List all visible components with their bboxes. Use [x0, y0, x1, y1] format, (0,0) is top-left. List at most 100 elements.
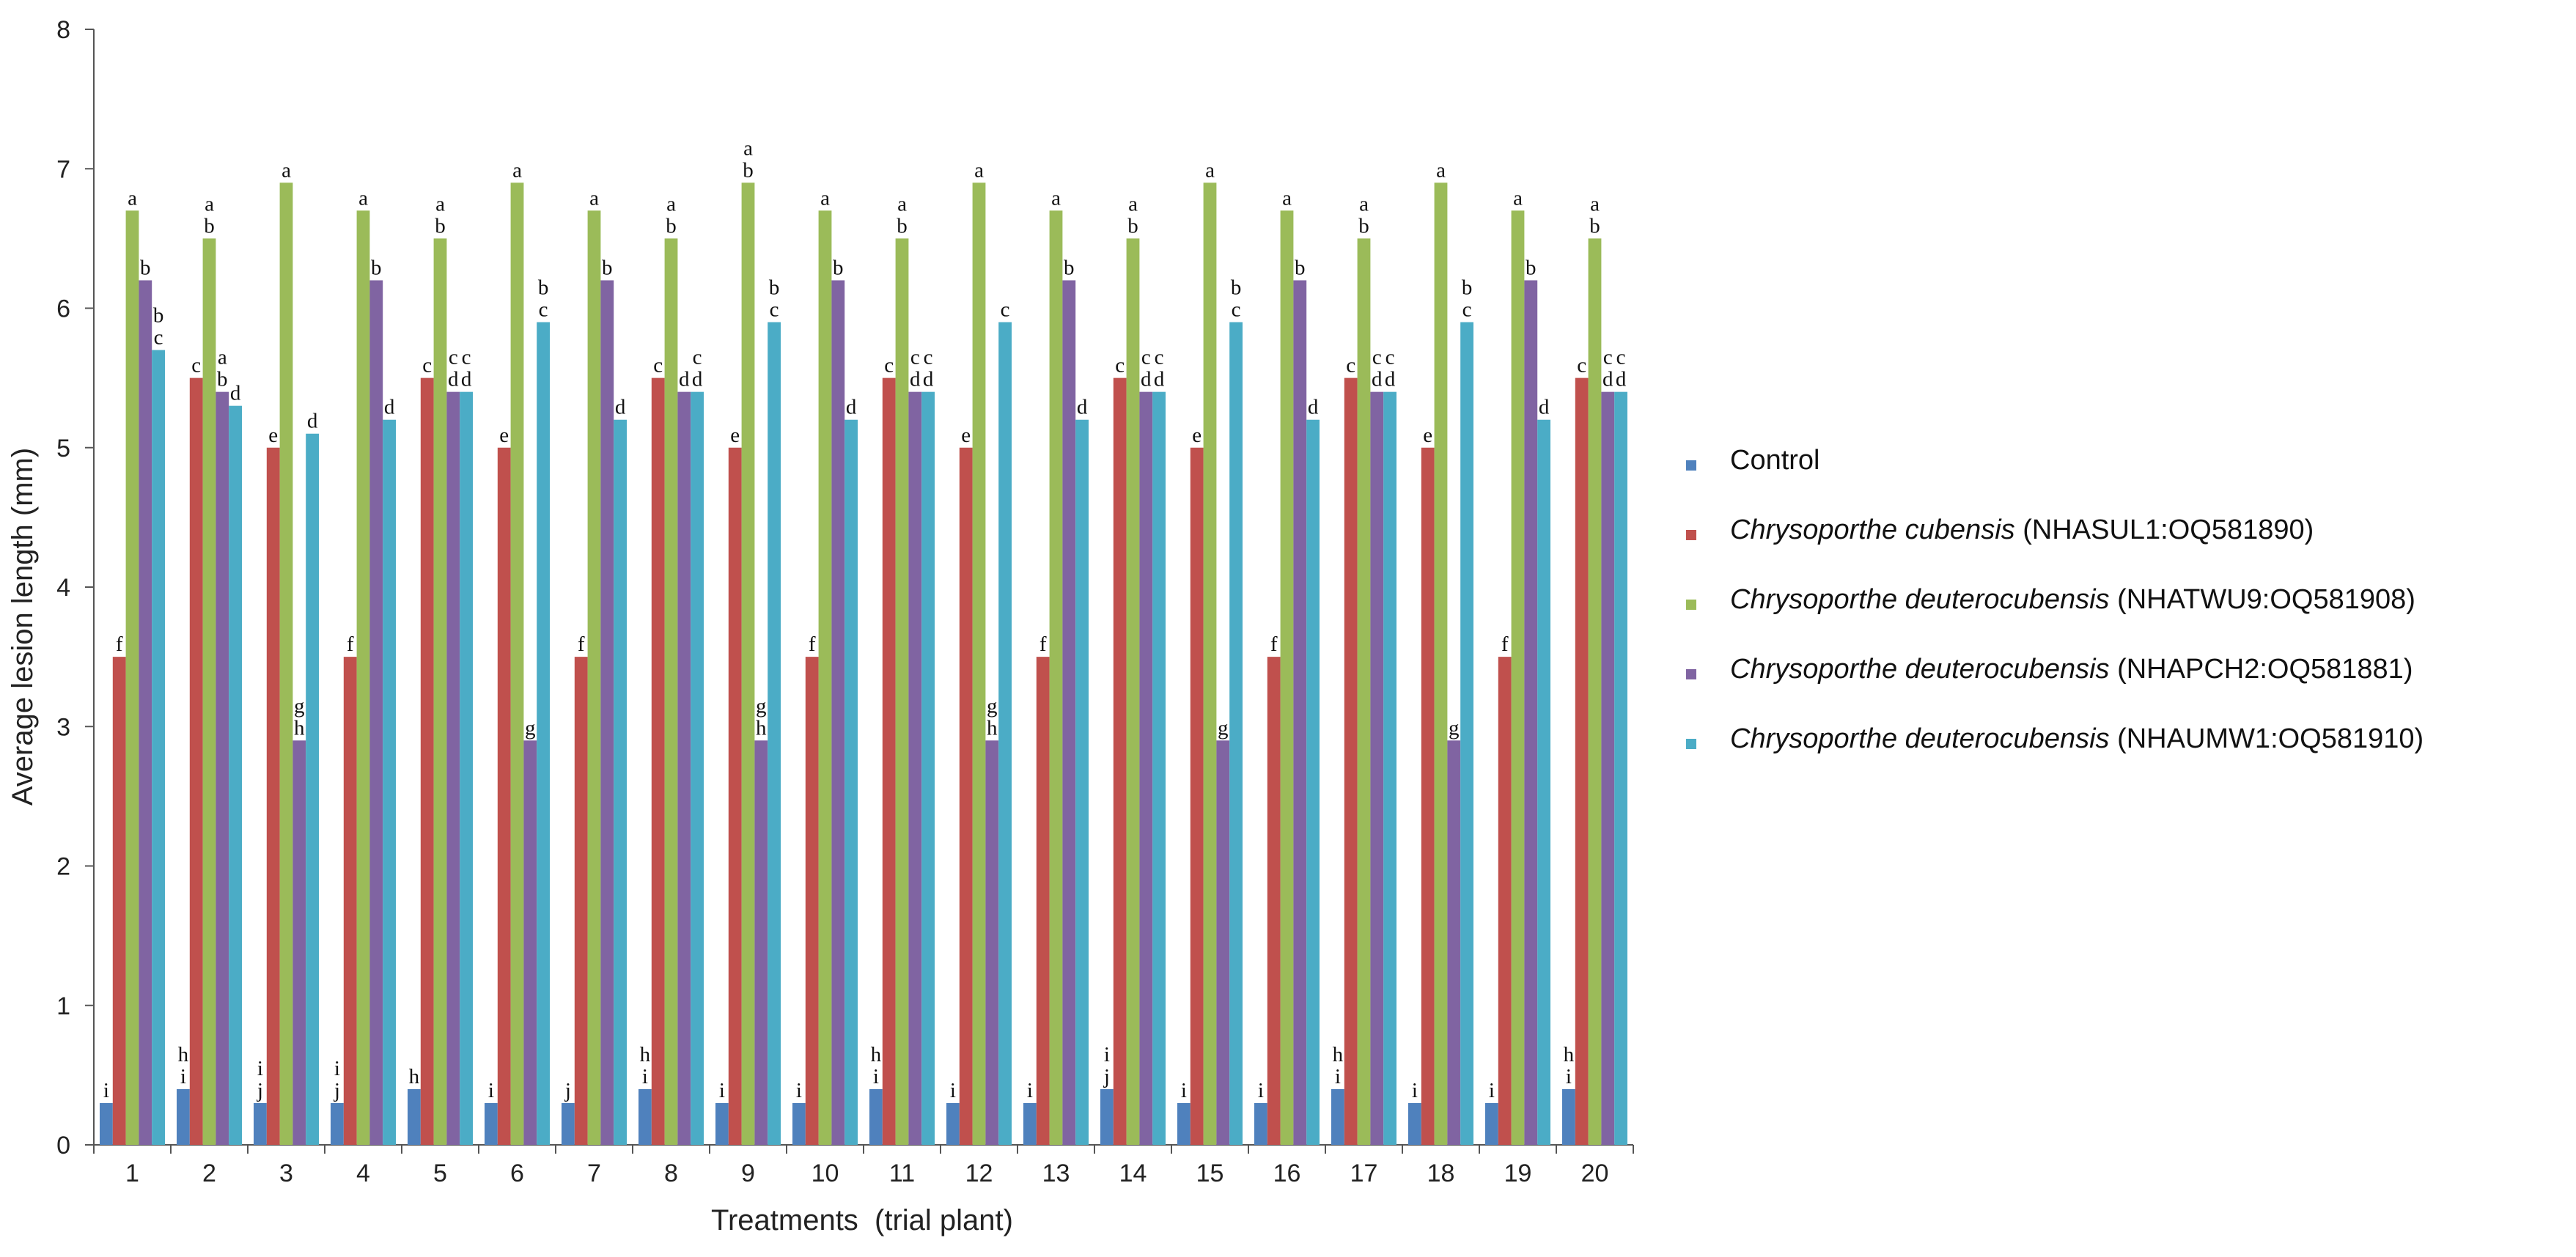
- bar: [1023, 1102, 1037, 1145]
- significance-label: j: [1103, 1065, 1110, 1088]
- legend-swatch: [1686, 530, 1696, 540]
- x-tick-label: 20: [1581, 1160, 1609, 1187]
- bar: [691, 391, 704, 1145]
- y-tick-label: 3: [56, 713, 70, 741]
- significance-label: c: [422, 354, 432, 377]
- x-tick-label: 10: [812, 1160, 839, 1187]
- significance-label: f: [116, 633, 123, 656]
- bar: [998, 322, 1012, 1145]
- significance-label: a: [666, 192, 676, 215]
- bar: [216, 391, 229, 1145]
- significance-label: i: [1027, 1079, 1033, 1102]
- bar: [369, 280, 383, 1146]
- bar: [1601, 391, 1615, 1145]
- bar: [1267, 657, 1281, 1145]
- bar: [331, 1102, 344, 1145]
- bar: [574, 657, 588, 1145]
- significance-label: c: [539, 298, 548, 322]
- legend-item: Control: [1686, 445, 1820, 476]
- bar: [600, 280, 614, 1146]
- significance-label: c: [449, 346, 458, 369]
- significance-label: b: [371, 256, 382, 279]
- significance-label: h: [987, 716, 998, 740]
- significance-label: c: [924, 346, 933, 369]
- significance-label: i: [950, 1079, 956, 1102]
- bar: [420, 377, 434, 1145]
- significance-label: a: [128, 186, 137, 210]
- bar: [1139, 391, 1153, 1145]
- significance-label: a: [358, 186, 368, 210]
- y-tick-label: 6: [56, 295, 70, 323]
- significance-label: b: [140, 256, 151, 279]
- significance-label: a: [589, 186, 599, 210]
- bar: [485, 1102, 498, 1145]
- y-tick-label: 7: [56, 155, 70, 183]
- bar: [1062, 280, 1076, 1146]
- y-tick-label: 8: [56, 16, 70, 44]
- x-tick-label: 2: [202, 1160, 216, 1187]
- legend-label: Chrysoporthe deuterocubensis (NHAUMW1:OQ…: [1730, 723, 2424, 754]
- legend-label: Chrysoporthe deuterocubensis (NHAPCH2:OQ…: [1730, 654, 2413, 685]
- bar: [446, 391, 460, 1145]
- bar: [1511, 210, 1525, 1146]
- legend-item: Chrysoporthe deuterocubensis (NHAPCH2:OQ…: [1686, 654, 2413, 685]
- legend-swatch: [1686, 600, 1696, 610]
- significance-label: a: [1205, 158, 1215, 182]
- significance-label: j: [334, 1079, 340, 1102]
- significance-label: c: [884, 354, 894, 377]
- x-tick-label: 7: [587, 1160, 601, 1187]
- x-tick-label: 4: [356, 1160, 370, 1187]
- bar: [189, 377, 203, 1145]
- legend-species: Chrysoporthe deuterocubensis: [1730, 654, 2110, 685]
- bar: [972, 183, 986, 1145]
- bar: [1075, 419, 1089, 1145]
- bar: [1562, 1088, 1575, 1145]
- significance-label: b: [1127, 214, 1138, 237]
- x-tick-label: 8: [664, 1160, 678, 1187]
- significance-label: d: [1154, 368, 1165, 391]
- significance-label: c: [1372, 346, 1382, 369]
- significance-label: c: [1616, 346, 1626, 369]
- significance-label: d: [1616, 368, 1627, 391]
- bar: [587, 210, 601, 1146]
- bar: [1498, 657, 1512, 1145]
- significance-label: d: [1308, 396, 1319, 419]
- significance-label: b: [833, 256, 844, 279]
- x-tick-label: 15: [1196, 1160, 1224, 1187]
- significance-label: g: [525, 716, 536, 740]
- significance-label: b: [1526, 256, 1537, 279]
- significance-label: a: [1128, 192, 1138, 215]
- legend-swatch: [1686, 460, 1696, 471]
- bar: [1537, 419, 1550, 1145]
- legend: Control Chrysoporthe cubensis (NHASUL1:OQ…: [1686, 445, 2424, 754]
- legend-strain: (NHAPCH2:OQ581881): [2110, 654, 2413, 685]
- significance-label: h: [1564, 1043, 1575, 1066]
- significance-label: i: [1489, 1079, 1495, 1102]
- x-tick-label: 6: [510, 1160, 524, 1187]
- significance-label: c: [191, 354, 201, 377]
- significance-label: i: [180, 1065, 186, 1088]
- significance-label: b: [897, 214, 908, 237]
- x-tick-label: 12: [965, 1160, 993, 1187]
- significance-label: g: [294, 694, 305, 718]
- bar: [1485, 1102, 1498, 1145]
- legend-item: Chrysoporthe cubensis (NHASUL1:OQ581890): [1686, 515, 2314, 545]
- significance-label: e: [730, 424, 740, 447]
- bar: [497, 447, 511, 1145]
- bar: [1614, 391, 1627, 1145]
- significance-label: i: [1335, 1065, 1341, 1088]
- bar: [460, 391, 473, 1145]
- x-tick-label: 3: [279, 1160, 293, 1187]
- bar: [1177, 1102, 1191, 1145]
- significance-label: g: [1218, 716, 1229, 740]
- significance-label: d: [1372, 368, 1383, 391]
- bar: [1280, 210, 1294, 1146]
- significance-label: b: [1589, 214, 1600, 237]
- significance-label: a: [974, 158, 984, 182]
- significance-label: a: [1359, 192, 1369, 215]
- bar: [177, 1088, 190, 1145]
- significance-label: c: [1577, 354, 1586, 377]
- x-tick-label: 14: [1119, 1160, 1147, 1187]
- significance-label: c: [910, 346, 920, 369]
- significance-label: f: [1039, 633, 1047, 656]
